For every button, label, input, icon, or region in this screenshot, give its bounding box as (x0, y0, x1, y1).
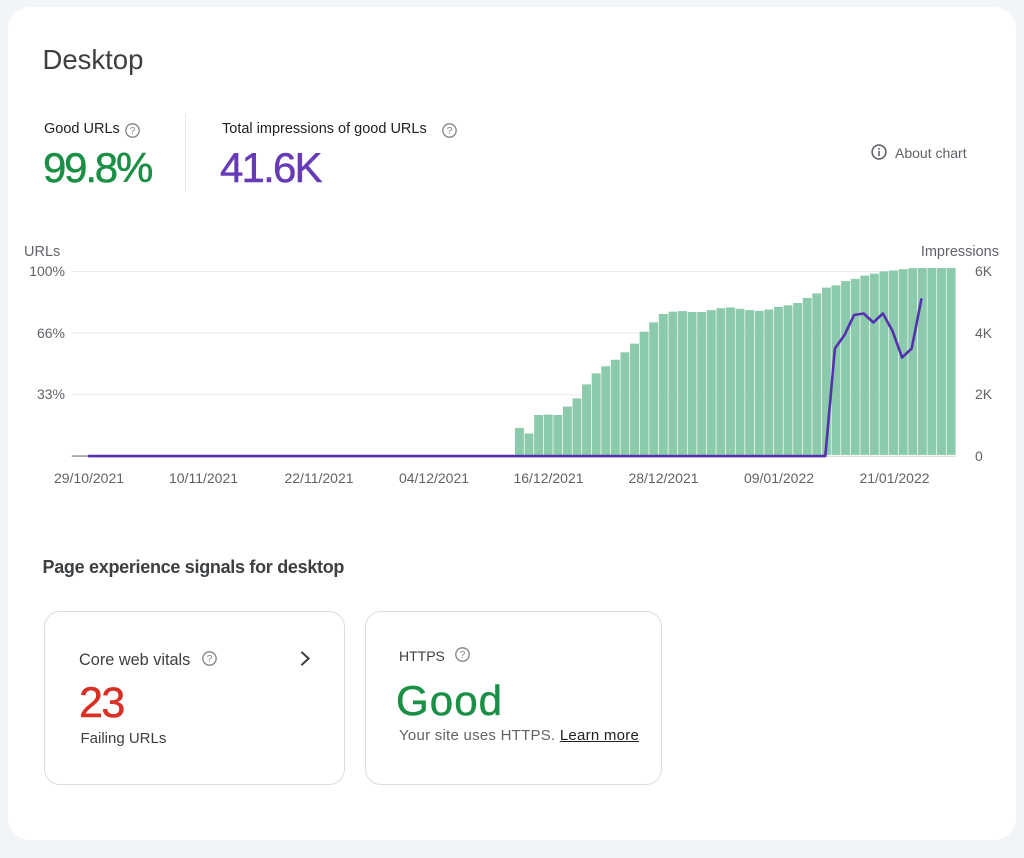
svg-text:?: ? (460, 650, 466, 661)
svg-text:?: ? (447, 126, 453, 137)
svg-text:?: ? (129, 126, 135, 137)
svg-text:?: ? (206, 654, 212, 665)
